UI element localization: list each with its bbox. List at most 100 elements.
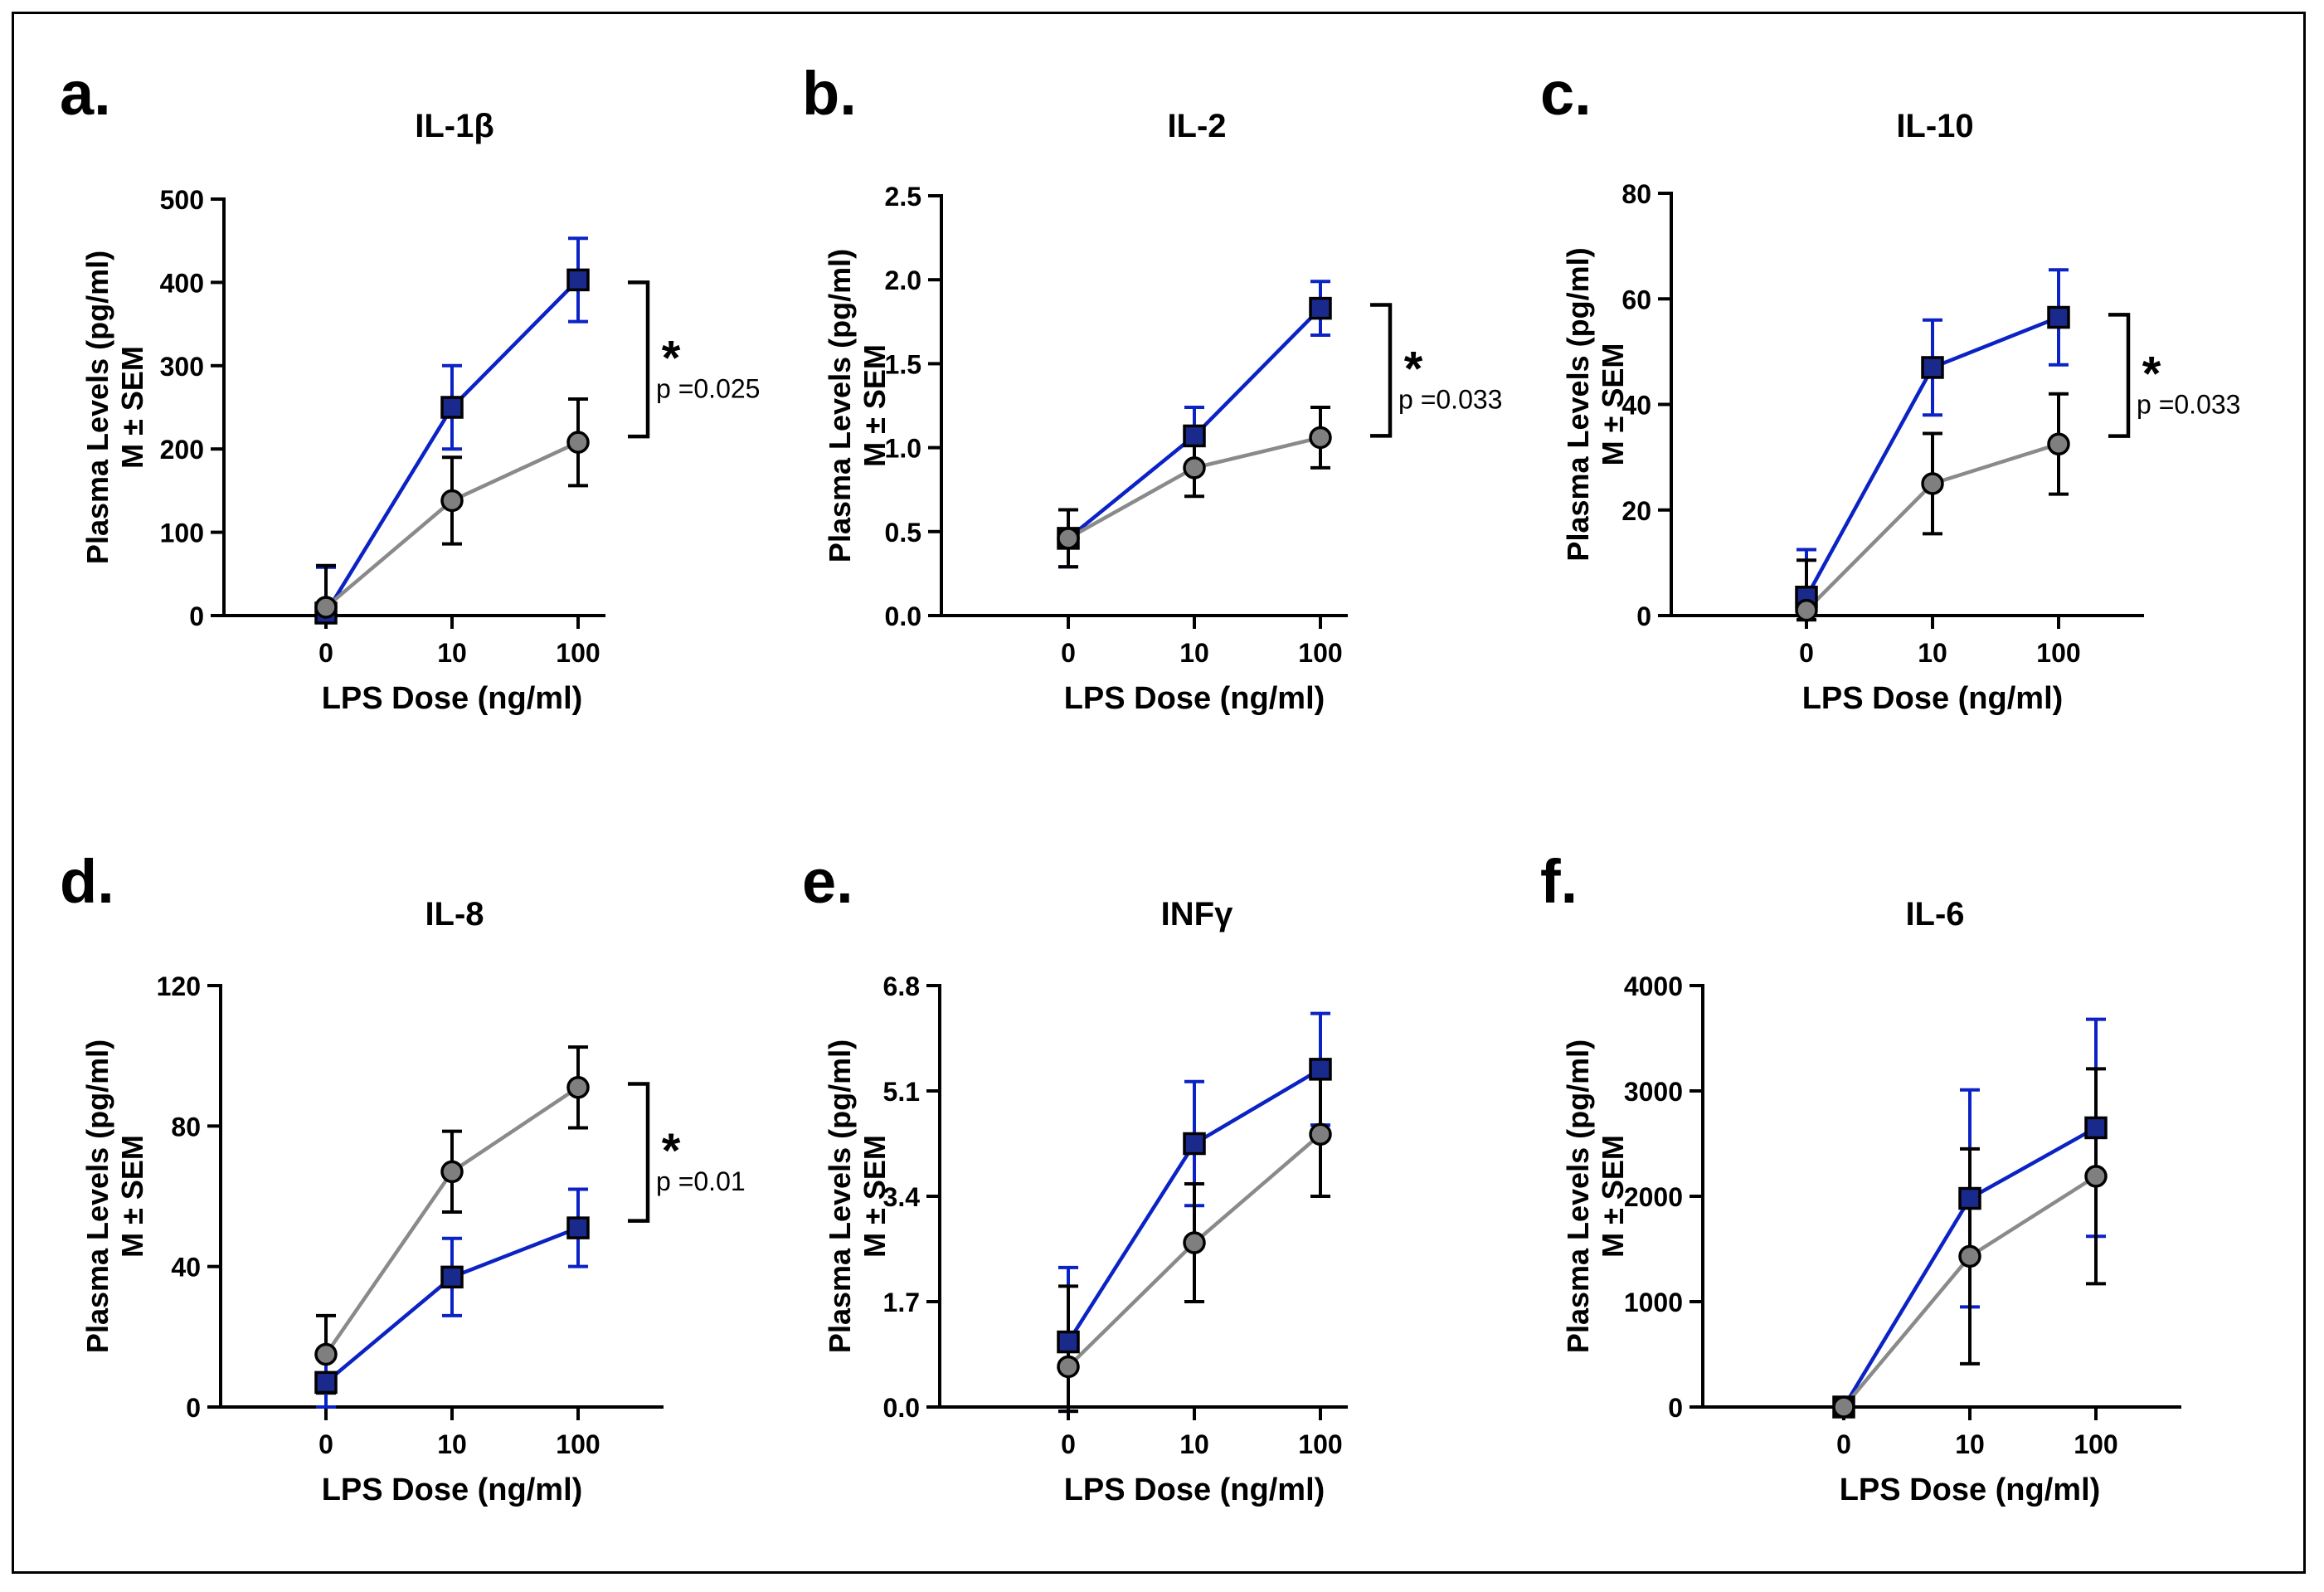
data-point-blue-d xyxy=(440,1265,464,1289)
y-tick-label-c: 20 xyxy=(1621,496,1651,526)
data-point-gray-c xyxy=(1921,472,1944,495)
x-tick-label-e: 100 xyxy=(1298,1429,1342,1459)
y-tick-label-d: 40 xyxy=(171,1253,201,1283)
y-tick-label-b: 0.0 xyxy=(885,601,921,631)
data-point-blue-b xyxy=(1183,424,1206,448)
bracket-line xyxy=(628,280,650,439)
data-point-gray-c xyxy=(2047,432,2070,455)
data-point-gray-a xyxy=(440,489,464,513)
x-axis-title-a: LPS Dose (ng/ml) xyxy=(322,681,583,716)
y-tick-label-c: 40 xyxy=(1621,391,1651,421)
y-tick-label-a: 0 xyxy=(189,601,204,631)
p-value-a: p =0.025 xyxy=(656,373,760,403)
y-tick-label-f: 1000 xyxy=(1624,1288,1683,1317)
chart-panel-c: c. IL-10 0 20 40 60 80 0 10 100 Plasma Levels (pg/… xyxy=(1540,59,2240,716)
x-tick-label-b: 0 xyxy=(1061,638,1076,668)
significance-bracket-a xyxy=(628,280,650,439)
data-point-gray-a xyxy=(314,596,338,619)
y-tick-label-e: 0.0 xyxy=(883,1393,920,1423)
bracket-line xyxy=(1370,303,1393,438)
y-tick-label-b: 2.0 xyxy=(885,265,921,295)
panel-label-b: b. xyxy=(802,59,857,128)
y-tick-label-e: 3.4 xyxy=(883,1182,921,1212)
data-point-gray-a xyxy=(566,431,590,454)
y-tick-label-e: 6.8 xyxy=(883,971,920,1001)
y-tick-label-b: 0.5 xyxy=(885,518,921,548)
x-tick-label-a: 10 xyxy=(437,638,467,668)
y-axis-title-e: Plasma Levels (pg/ml) xyxy=(823,1039,857,1353)
x-tick-label-d: 0 xyxy=(318,1429,333,1459)
data-point-gray-f xyxy=(1832,1395,1855,1419)
data-point-blue-d xyxy=(566,1216,590,1239)
y-tick-label-b: 2.5 xyxy=(885,182,921,212)
data-point-gray-b xyxy=(1309,426,1332,450)
x-tick-label-e: 10 xyxy=(1179,1429,1209,1459)
data-point-gray-f xyxy=(1958,1244,1981,1268)
data-point-blue-c xyxy=(2047,305,2070,329)
x-tick-label-b: 10 xyxy=(1179,638,1209,668)
significance-star-d: * xyxy=(662,1124,681,1178)
x-axis-title-c: LPS Dose (ng/ml) xyxy=(1802,681,2064,716)
data-point-gray-d xyxy=(314,1342,338,1366)
chart-title-a: IL-1β xyxy=(415,108,494,144)
y-tick-label-a: 500 xyxy=(160,185,204,215)
y-axis-title-b: Plasma Levels (pg/ml) xyxy=(823,249,857,562)
data-point-gray-b xyxy=(1183,456,1206,480)
y-axis-subtitle-a: M ± SEM xyxy=(115,346,149,469)
y-axis-subtitle-b: M ± SEM xyxy=(858,344,892,467)
data-point-blue-d xyxy=(314,1370,338,1395)
panel-label-c: c. xyxy=(1540,59,1592,128)
x-tick-label-f: 100 xyxy=(2074,1429,2117,1459)
y-tick-label-b: 1.0 xyxy=(885,434,921,464)
y-tick-label-f: 2000 xyxy=(1624,1182,1683,1212)
y-tick-label-e: 5.1 xyxy=(883,1077,920,1107)
p-value-d: p =0.01 xyxy=(656,1166,746,1196)
chart-title-e: INFγ xyxy=(1161,896,1233,932)
y-axis-title-f: Plasma Levels (pg/ml) xyxy=(1561,1039,1595,1353)
p-value-b: p =0.033 xyxy=(1398,384,1502,414)
significance-bracket-d xyxy=(628,1082,650,1223)
x-tick-label-f: 0 xyxy=(1836,1429,1851,1459)
data-point-gray-d xyxy=(566,1076,590,1099)
data-point-blue-a xyxy=(440,396,464,419)
y-axis-subtitle-d: M ± SEM xyxy=(115,1135,149,1258)
y-tick-label-c: 0 xyxy=(1636,601,1651,631)
data-point-blue-e xyxy=(1183,1132,1206,1156)
x-tick-label-a: 0 xyxy=(318,638,333,668)
data-point-gray-b xyxy=(1057,527,1080,550)
x-tick-label-b: 100 xyxy=(1298,638,1342,668)
chart-panel-b: b. IL-2 0.0 0.5 1.0 1.5 2.0 2.5 0 10 100 Plasma Lev… xyxy=(802,59,1502,716)
significance-star-a: * xyxy=(662,331,681,385)
significance-bracket-c xyxy=(2108,313,2131,438)
y-axis-subtitle-f: M ± SEM xyxy=(1596,1135,1630,1258)
significance-bracket-b xyxy=(1370,303,1393,438)
x-tick-label-c: 10 xyxy=(1918,638,1947,668)
x-axis-title-e: LPS Dose (ng/ml) xyxy=(1064,1473,1325,1507)
y-axis-subtitle-e: M ± SEM xyxy=(858,1135,892,1258)
data-point-gray-e xyxy=(1057,1355,1080,1379)
y-tick-label-c: 80 xyxy=(1621,179,1651,209)
significance-star-c: * xyxy=(2142,348,2161,402)
panel-label-f: f. xyxy=(1540,847,1578,916)
x-tick-label-d: 10 xyxy=(437,1429,467,1459)
data-point-blue-a xyxy=(566,268,590,292)
chart-title-f: IL-6 xyxy=(1905,896,1964,932)
x-tick-label-a: 100 xyxy=(556,638,600,668)
y-tick-label-a: 300 xyxy=(160,352,204,382)
chart-title-d: IL-8 xyxy=(425,896,484,932)
panel-label-e: e. xyxy=(802,847,853,916)
y-axis-subtitle-c: M ± SEM xyxy=(1596,343,1630,466)
data-point-blue-f xyxy=(2084,1116,2108,1140)
panel-label-a: a. xyxy=(60,59,111,128)
x-axis-title-d: LPS Dose (ng/ml) xyxy=(322,1473,583,1507)
data-point-gray-d xyxy=(440,1160,464,1184)
x-tick-label-f: 10 xyxy=(1955,1429,1985,1459)
x-tick-label-c: 0 xyxy=(1799,638,1814,668)
y-tick-label-a: 200 xyxy=(160,435,204,465)
p-value-c: p =0.033 xyxy=(2137,390,2240,420)
chart-panel-d: d. IL-8 0 40 80 120 0 10 100 Plasma Levels (pg/ml… xyxy=(60,847,746,1507)
data-point-blue-b xyxy=(1309,296,1332,320)
x-tick-label-c: 100 xyxy=(2036,638,2080,668)
significance-star-b: * xyxy=(1404,342,1423,396)
